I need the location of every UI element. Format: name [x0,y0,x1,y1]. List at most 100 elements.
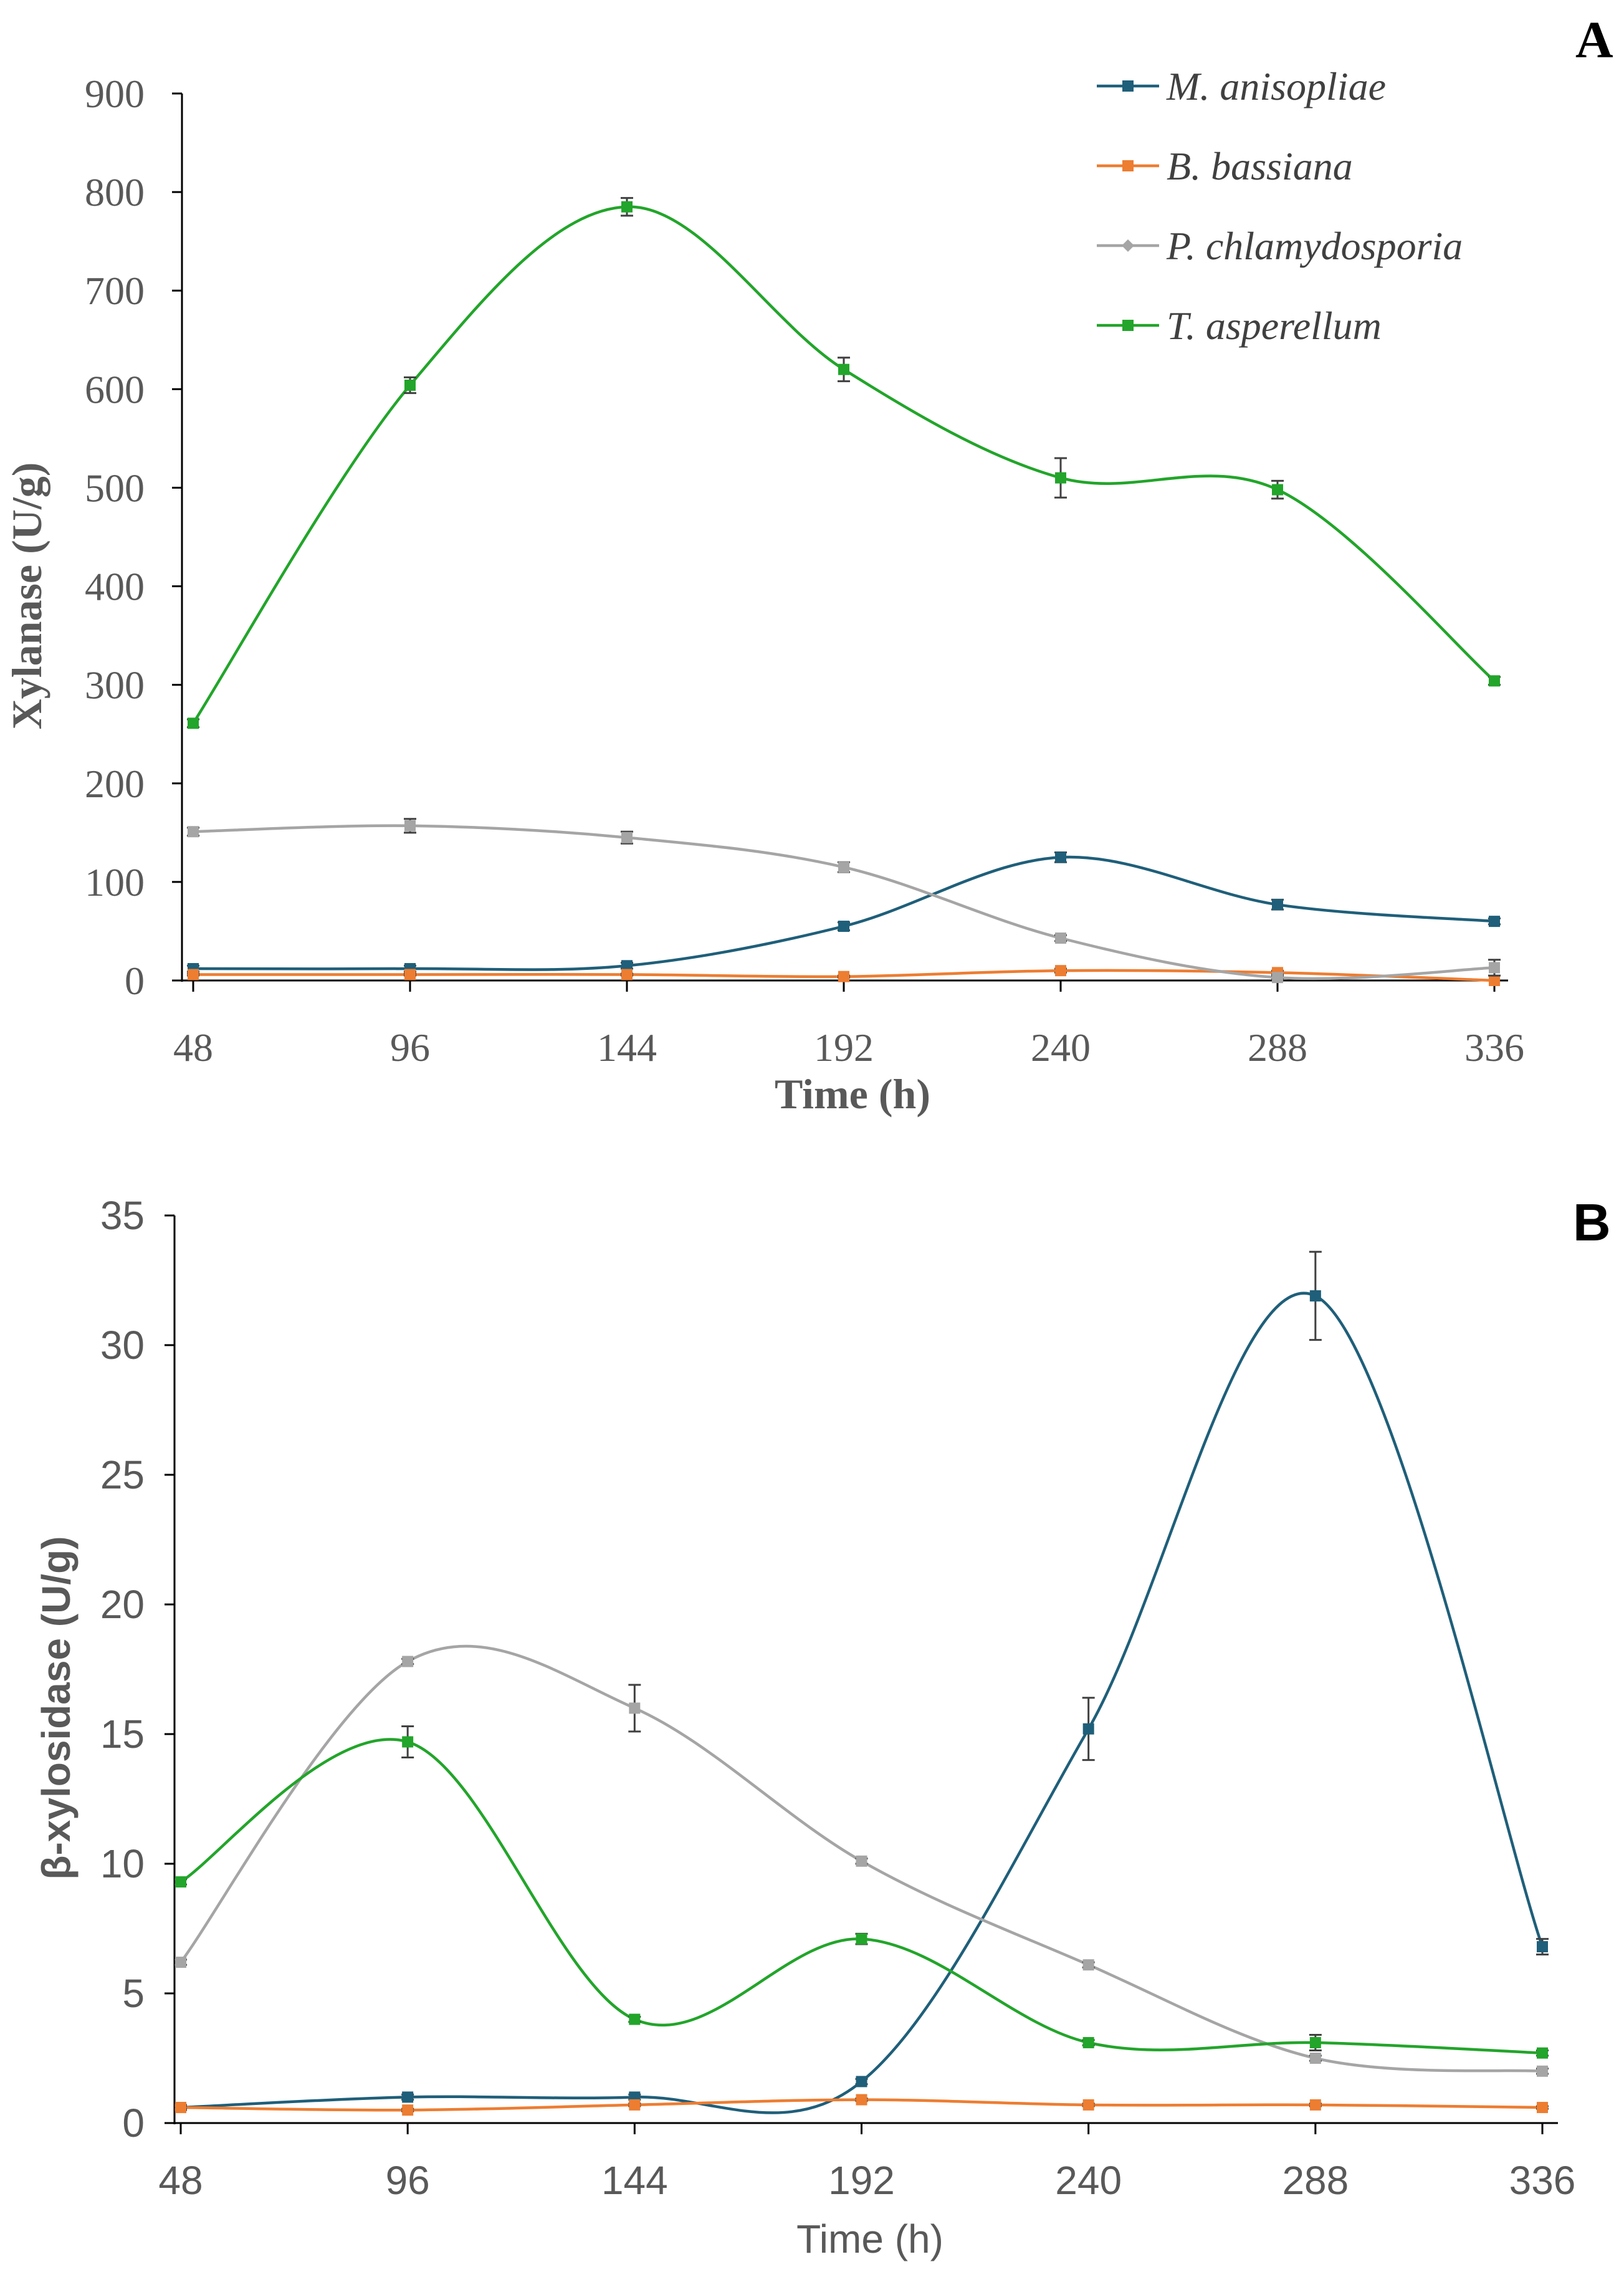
legend-swatch-marker [1122,239,1134,252]
data-point [629,2099,641,2111]
series-t-asperellum [187,197,1501,729]
y-tick-label: 20 [100,1582,145,1627]
data-point [1489,975,1500,986]
data-point [1537,1941,1548,1953]
series-p-chlamydosporia [174,1644,1549,2077]
data-point [1537,2047,1548,2059]
data-point [621,960,633,972]
series-b-bassiana [174,2094,1549,2116]
y-tick-label: 900 [85,72,145,116]
panel-a-y-axis-title: Xylanase (U/g) [3,463,50,730]
legend-swatch-marker [1122,320,1134,331]
legend-item-p-chlamydosporia: P. chlamydosporia [1097,224,1463,268]
data-point [1537,2102,1548,2114]
data-point [1309,1290,1321,1301]
panel-b-letter: B [1573,1193,1611,1252]
data-point [1082,2037,1094,2049]
x-tick-label: 240 [1031,1025,1091,1070]
legend-item-m-anisopliae: M. anisopliae [1097,64,1386,108]
data-point [1055,851,1066,863]
data-point [188,826,199,838]
y-tick-label: 15 [100,1712,145,1757]
series-line [180,1292,1544,2114]
legend-label: B. bassiana [1167,144,1353,188]
legend-label: M. anisopliae [1166,64,1386,108]
data-point [629,1702,641,1714]
y-tick-label: 400 [85,565,145,609]
data-point [1272,899,1283,911]
x-tick-label: 288 [1282,2158,1349,2203]
legend-item-t-asperellum: T. asperellum [1097,304,1382,348]
x-tick-label: 336 [1464,1025,1524,1070]
y-tick-label: 0 [122,2101,145,2145]
panel-b-beta-xylosidase-chart: B 0 5 10 15 20 25 30 35 48 96 144 192 240 288 336 Tim… [34,1193,1611,2261]
legend-label: T. asperellum [1167,304,1382,348]
data-point [1082,1723,1094,1735]
y-tick-label: 25 [100,1452,145,1497]
x-tick-label: 336 [1509,2158,1576,2203]
data-point [1055,472,1066,484]
y-tick-label: 5 [122,1971,145,2016]
data-point [404,820,416,832]
data-point [838,861,849,873]
data-point [402,2104,414,2116]
panel-a-x-axis-title: Time (h) [775,1070,930,1118]
panel-a-letter: A [1575,11,1613,69]
data-point [402,1656,414,1667]
legend-swatch-marker [1122,80,1134,92]
data-point [1082,2099,1094,2111]
y-tick-label: 300 [85,663,145,707]
x-tick-label: 48 [158,2158,203,2203]
panel-b-series [174,1250,1549,2116]
panel-b-axes [173,1215,1558,2124]
panel-b-x-ticks: 48 96 144 192 240 288 336 [158,2123,1575,2203]
y-tick-label: 200 [85,762,145,806]
data-point [621,969,633,980]
panel-a-xylanase-chart: A 0 100 200 300 400 500 600 700 800 900 48 96 144 19… [3,11,1613,1118]
data-point [402,1736,414,1748]
legend-swatch-marker [1122,160,1134,171]
data-point [1309,2037,1321,2049]
x-tick-label: 288 [1248,1025,1307,1070]
data-point [1272,972,1283,984]
data-point [629,2013,641,2025]
panel-a-series [187,197,1501,986]
data-point [1055,932,1066,944]
data-point [1489,962,1500,974]
y-tick-label: 500 [85,466,145,510]
x-tick-label: 96 [386,2158,430,2203]
data-point [404,969,416,980]
data-point [838,921,849,932]
y-tick-label: 100 [85,860,145,904]
y-tick-label: 800 [85,170,145,214]
panel-b-x-axis-title: Time (h) [796,2217,943,2261]
data-point [1489,675,1500,687]
data-point [856,1933,867,1945]
x-tick-label: 240 [1055,2158,1122,2203]
series-t-asperellum [174,1725,1549,2059]
data-point [621,201,633,213]
y-tick-label: 0 [125,959,145,1003]
y-tick-label: 600 [85,367,145,411]
data-point [1082,1959,1094,1971]
data-point [1489,916,1500,928]
data-point [1272,484,1283,496]
data-point [856,2094,867,2106]
data-point [856,2076,867,2088]
data-point [1309,2053,1321,2064]
legend-label: P. chlamydosporia [1166,224,1463,268]
panel-b-y-axis-title: β-xylosidase (U/g) [34,1536,79,1879]
x-tick-label: 144 [597,1025,657,1070]
data-point [1309,2099,1321,2111]
x-tick-label: 192 [828,2158,895,2203]
y-tick-label: 700 [85,269,145,313]
data-point [1537,2065,1548,2077]
data-point [188,969,199,980]
y-tick-label: 35 [100,1193,145,1238]
data-point [175,1957,186,1968]
data-point [175,1876,186,1888]
panel-a-x-ticks: 48 96 144 192 240 288 336 [173,980,1524,1070]
data-point [838,971,849,982]
